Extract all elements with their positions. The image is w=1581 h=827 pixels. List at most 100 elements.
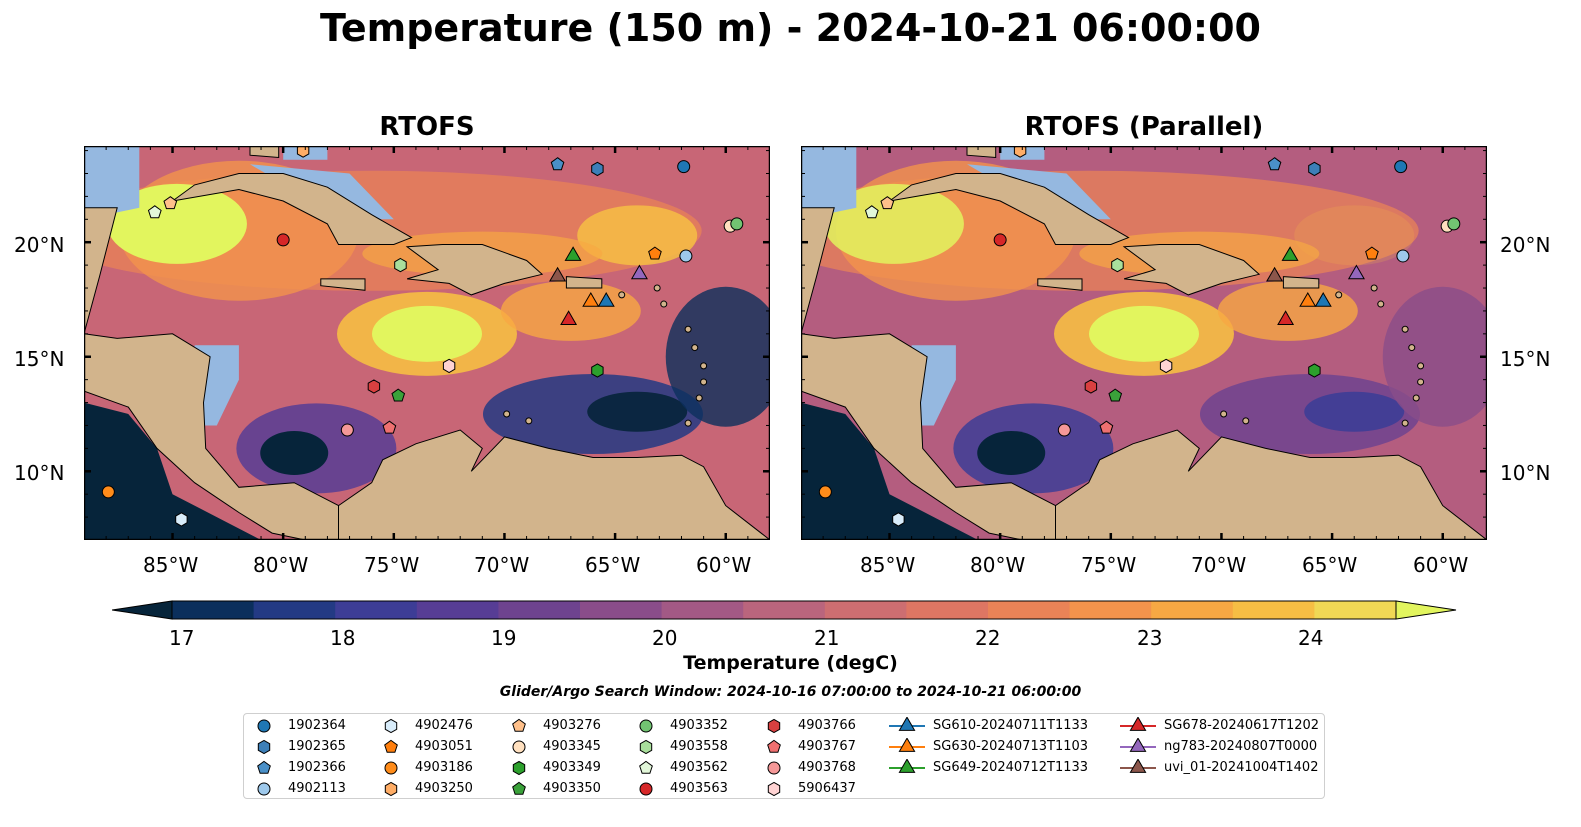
temperature-feature [587,391,688,432]
island [1401,325,1409,333]
legend-label: 4903250 [415,781,473,796]
y-tick-label: 10°N [14,461,65,485]
legend-symbol [767,739,781,753]
x-tick-label: 65°W [1302,553,1358,577]
platform-marker-4903186 [818,485,832,499]
panel-title-rtofs: RTOFS [379,112,475,142]
island [691,344,699,352]
pacific-ocean [84,402,261,540]
temperature-feature [1382,286,1487,427]
colorbar-tick-label: 18 [330,626,356,650]
legend-marker [767,781,781,797]
legend-marker [639,760,653,774]
legend-symbol [257,760,271,774]
temperature-feature [1294,205,1415,266]
colorbar-tick-label: 17 [169,626,195,650]
legend-marker [512,781,526,795]
legend-label: 4903349 [543,760,601,775]
temperature-feature [1217,280,1358,341]
x-tick-label: 80°W [253,553,309,577]
legend-symbol [257,719,271,733]
land [1282,276,1320,289]
legend-symbol [384,781,398,797]
platform-marker-1902366 [1267,157,1282,171]
platform-marker-5906437 [442,358,456,374]
legend-marker [257,739,271,755]
colorbar-bin [661,601,744,619]
legend-label: SG610-20240711T1133 [933,718,1089,733]
platform-marker-1902365 [1308,161,1321,177]
legend-symbol [767,761,781,775]
land [320,278,366,291]
x-tick-label: 80°W [970,553,1026,577]
legend-symbol [639,782,653,796]
x-tick-label: 60°W [1413,553,1469,577]
island [660,300,668,308]
legend-symbol [512,740,526,754]
legend-label: ng783-20240807T0000 [1164,739,1318,754]
colorbar-extend-high [1395,600,1457,620]
pacific-ocean [801,402,978,540]
island [700,378,708,386]
island [1370,284,1378,292]
colorbar-tick-label: 19 [491,626,517,650]
legend-label: 4903352 [670,718,728,733]
legend-symbol [889,759,925,773]
legend-symbol [512,718,526,732]
map-frame [84,146,770,540]
legend-symbol [384,739,398,753]
legend-marker [512,718,526,732]
y-tick-label: 10°N [1500,461,1551,485]
x-tick-label: 65°W [585,553,641,577]
colorbar-frame [171,600,1397,620]
legend-symbol [1120,759,1156,773]
platform-marker-1902366 [550,157,565,171]
legend-marker [512,740,526,754]
island [1220,410,1228,418]
land [1055,429,1487,540]
colorbar-bin [253,601,336,619]
y-tick-label: 15°N [14,347,65,371]
legend-marker [639,739,653,755]
figure-title: Temperature (150 m) - 2024-10-21 06:00:0… [319,6,1261,50]
colorbar-bin [580,601,663,619]
island [684,325,692,333]
colorbar-bin [906,601,989,619]
legend-label: 1902364 [288,718,346,733]
legend-symbol [767,718,781,734]
platform-marker-SG630-20240713T1103 [582,292,600,307]
legend-marker [512,760,526,776]
island [1335,291,1343,299]
island [525,417,533,425]
legend-marker [384,739,398,753]
platform-marker-4903051 [1365,246,1379,260]
legend-symbol [639,760,653,774]
temperature-feature [1089,305,1199,362]
legend-marker [767,761,781,775]
legend-label: 1902366 [288,760,346,775]
platform-marker-SG649-20240712T1133 [564,246,582,261]
platform-marker-4903766 [1084,379,1098,394]
temperature-feature [823,183,964,264]
platform-marker-4903768 [1057,423,1071,437]
island [503,410,511,418]
x-tick-label: 60°W [696,553,752,577]
colorbar-bin [743,601,826,619]
island [1417,378,1425,386]
colorbar-tick-label: 21 [814,626,840,650]
legend-label: 4903276 [543,718,601,733]
platform-marker-1902364 [1394,160,1408,174]
land [801,207,835,334]
land [1037,278,1083,291]
legend-label: 4902476 [415,718,473,733]
temperature-feature [372,305,482,362]
legend-marker [257,760,271,774]
temperature-feature [106,183,247,264]
legend-marker [257,719,271,733]
land [405,244,544,296]
legend-symbol [889,717,925,731]
temperature-feature [665,286,770,427]
legend-label: 4903767 [798,739,856,754]
legend-label: 4903186 [415,760,473,775]
legend-label: 4903563 [670,781,728,796]
